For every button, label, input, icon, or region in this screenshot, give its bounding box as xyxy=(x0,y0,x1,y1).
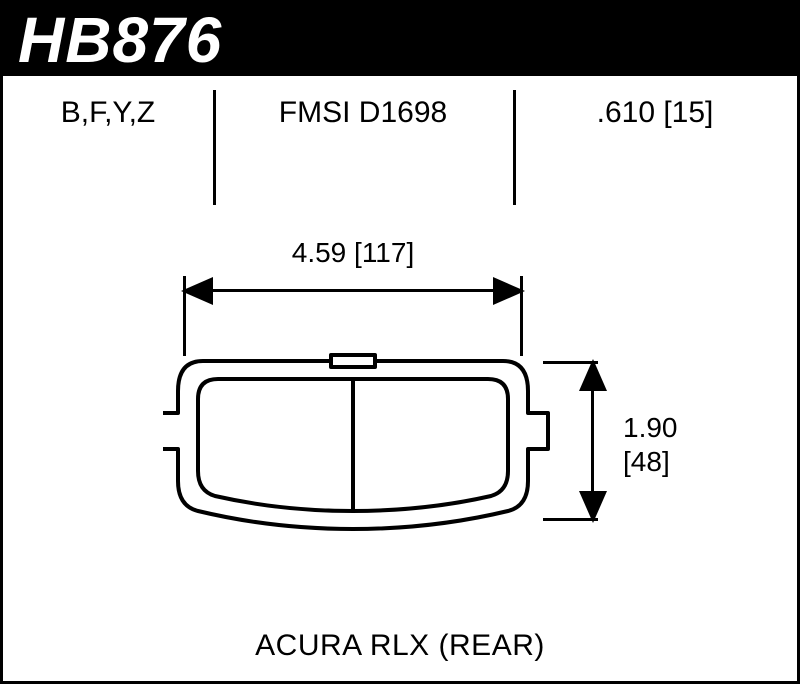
height-mm: 48 xyxy=(631,446,662,477)
compounds-cell: B,F,Y,Z xyxy=(3,90,213,130)
diagram-area: 4.59 [117] xyxy=(3,211,797,681)
extension-line xyxy=(183,276,186,356)
height-in: 1.90 xyxy=(623,412,678,443)
thickness-in: .610 xyxy=(597,96,655,129)
separator xyxy=(513,90,516,205)
height-dimension: 1.90 [48] xyxy=(573,361,613,521)
width-label: 4.59 [117] xyxy=(183,237,523,269)
header-bar: HB876 xyxy=(0,0,800,76)
arrow-down-icon xyxy=(579,491,607,523)
fmsi-cell: FMSI D1698 xyxy=(213,90,513,130)
width-dimension: 4.59 [117] xyxy=(183,271,523,311)
extension-line xyxy=(520,276,523,356)
width-in: 4.59 xyxy=(292,237,347,268)
product-name: ACURA RLX (REAR) xyxy=(3,629,797,663)
width-mm: 117 xyxy=(362,237,407,268)
dim-line xyxy=(183,289,523,292)
arrow-up-icon xyxy=(579,359,607,391)
specs-row: B,F,Y,Z FMSI D1698 .610 [15] xyxy=(3,76,797,211)
brake-pad-outline xyxy=(163,351,563,541)
spec-frame: B,F,Y,Z FMSI D1698 .610 [15] 4.59 [117] xyxy=(0,76,800,684)
thickness-mm: 15 xyxy=(672,96,705,129)
separator xyxy=(213,90,216,205)
height-label: 1.90 [48] xyxy=(623,411,678,478)
thickness-cell: .610 [15] xyxy=(513,90,797,130)
part-number: HB876 xyxy=(18,8,782,72)
